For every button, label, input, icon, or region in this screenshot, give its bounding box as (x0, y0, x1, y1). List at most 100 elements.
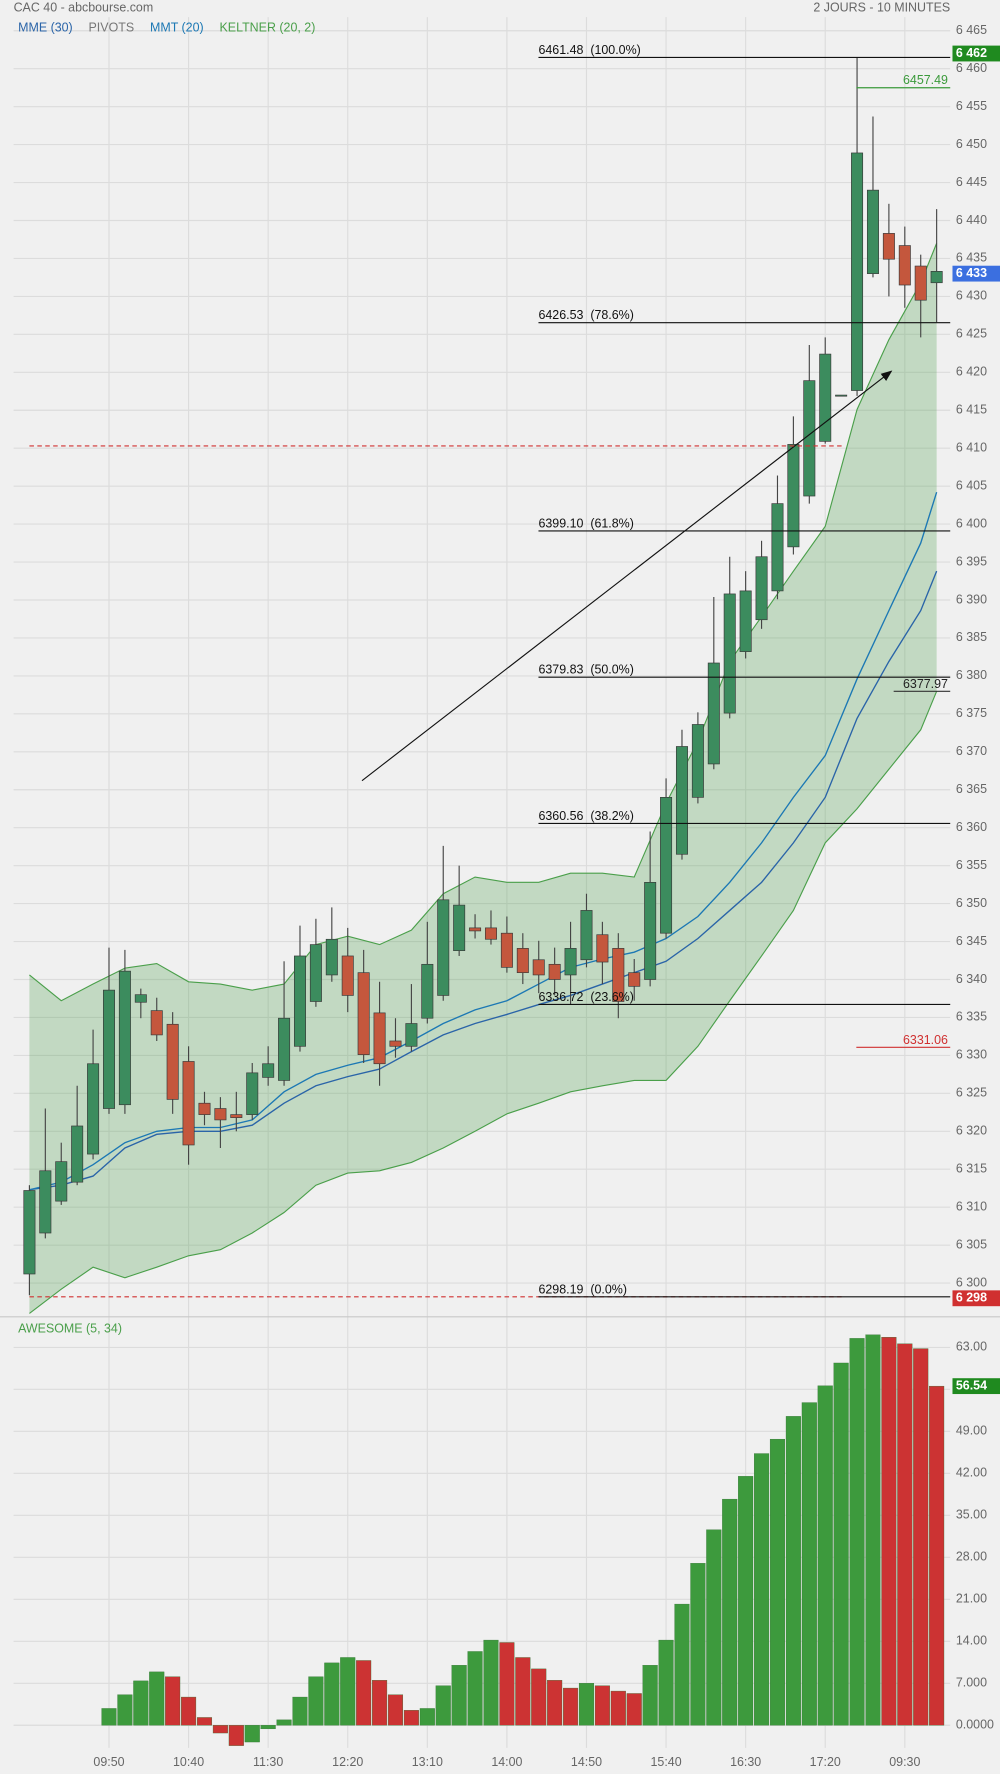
x-tick-label: 09:30 (889, 1755, 920, 1769)
candle-body (898, 245, 911, 286)
bar (387, 1694, 404, 1726)
bar (165, 1676, 181, 1726)
bar (403, 1710, 419, 1726)
y-tick-label: 35.00 (956, 1508, 987, 1522)
pivot-label: 6457.49 (903, 73, 948, 87)
candle-body (246, 1072, 259, 1115)
fib-label: 6379.83 (50.0%) (538, 663, 633, 677)
candle-body (532, 959, 545, 976)
price-tag (952, 265, 1000, 282)
y-tick-label: 6 365 (956, 782, 987, 796)
candle-body (150, 1010, 163, 1036)
x-tick-label: 15:40 (651, 1755, 682, 1769)
candle-body (134, 994, 147, 1003)
bar (419, 1708, 435, 1726)
y-tick-label: 6 315 (956, 1162, 987, 1176)
bar (610, 1690, 626, 1726)
trend-arrow (361, 370, 893, 782)
candle-body (118, 970, 131, 1106)
bar (117, 1694, 133, 1726)
y-tick-label: 6 310 (956, 1199, 987, 1213)
bar (547, 1680, 563, 1726)
y-tick-label: 6 430 (956, 289, 987, 303)
candle-body (930, 271, 943, 284)
bar (738, 1476, 754, 1726)
candle-body (691, 724, 704, 798)
candle-body (373, 1012, 386, 1065)
candle-body (580, 910, 593, 961)
y-tick-label: 6 450 (956, 137, 987, 151)
candle-body (405, 1023, 418, 1047)
y-tick-label: 6 425 (956, 327, 987, 341)
candle-body (453, 904, 466, 951)
bar (722, 1498, 738, 1726)
candle-body (612, 948, 625, 1002)
bar (149, 1671, 165, 1726)
bar (754, 1453, 770, 1726)
x-tick-label: 12:20 (332, 1755, 363, 1769)
candle-body (866, 189, 879, 274)
keltner-band (29, 243, 937, 1314)
candle-body (102, 989, 115, 1109)
candle-body (851, 152, 864, 391)
candle-body (914, 265, 927, 301)
bar (101, 1708, 117, 1726)
bar (483, 1639, 499, 1726)
y-tick-label: 6 340 (956, 972, 987, 986)
y-tick-label: 6 305 (956, 1237, 987, 1251)
candle-body (484, 927, 497, 940)
price-tag-label: 56.54 (956, 1378, 987, 1392)
bar (499, 1642, 515, 1726)
y-tick-label: 6 460 (956, 61, 987, 75)
bar (212, 1725, 228, 1734)
y-tick-label: 42.00 (956, 1466, 987, 1480)
x-tick-label: 14:50 (571, 1755, 602, 1769)
y-tick-label: 6 350 (956, 896, 987, 910)
candle-body (660, 796, 673, 934)
bar (435, 1685, 451, 1726)
price-tag-label: 6 298 (956, 1291, 987, 1305)
legend-entry: MME (30) (18, 21, 73, 35)
bar (467, 1651, 483, 1726)
bar (865, 1334, 881, 1726)
pivot-label: 6331.06 (903, 1033, 948, 1047)
overlay-layer: 6 300 6 305 6 310 6 315 6 320 6 325 6 330 6 335… (18, 21, 1000, 1769)
x-tick-label: 11:30 (253, 1755, 283, 1769)
candle-body (421, 963, 434, 1019)
y-tick-label: 6 400 (956, 516, 987, 530)
bar (276, 1719, 292, 1726)
candle-body (675, 746, 688, 855)
y-tick-label: 6 415 (956, 403, 987, 417)
price-tag-label: 6 433 (956, 266, 987, 280)
candle-body (278, 1017, 291, 1081)
x-tick-label: 09:50 (93, 1755, 124, 1769)
candle-body (214, 1108, 227, 1121)
candle-body (198, 1102, 211, 1115)
candle-body (739, 590, 752, 652)
fib-label: 6399.10 (61.8%) (538, 516, 633, 530)
legend-entry: PIVOTS (89, 21, 135, 35)
candle-body (787, 444, 800, 548)
fib-label: 6461.48 (100.0%) (538, 43, 640, 57)
candle-body (341, 955, 354, 996)
candle-body (835, 394, 848, 397)
bar (356, 1660, 372, 1726)
price-tag (952, 1378, 1000, 1395)
mark-layer (23, 57, 945, 1746)
bar (769, 1438, 785, 1726)
candle-body (55, 1161, 68, 1202)
bar (642, 1665, 658, 1726)
y-tick-label: 63.00 (956, 1340, 987, 1354)
y-tick-label: 6 410 (956, 440, 987, 454)
y-tick-label: 49.00 (956, 1424, 987, 1438)
candle-body (182, 1061, 195, 1146)
y-tick-label: 6 440 (956, 213, 987, 227)
y-tick-label: 6 390 (956, 592, 987, 606)
bar (244, 1725, 260, 1743)
y-tick-label: 6 455 (956, 99, 987, 113)
chart-subtitle: 2 JOURS - 10 MINUTES (813, 0, 950, 14)
keltner-upper (29, 243, 938, 1002)
candle-body (500, 932, 513, 968)
x-tick-label: 10:40 (173, 1755, 204, 1769)
